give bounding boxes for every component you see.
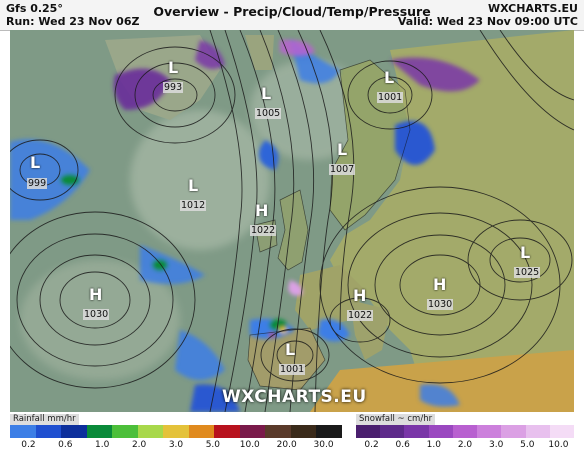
- snow-tick-label: 3.0: [488, 440, 504, 450]
- low-pressure-symbol: L: [261, 84, 272, 103]
- run-label: Run: Wed 23 Nov 06Z: [6, 15, 140, 28]
- low-pressure-symbol: L: [168, 58, 179, 77]
- snow-color-scale: [356, 425, 574, 438]
- low-pressure-symbol: L: [285, 340, 296, 359]
- rain-tick-label: 3.0: [168, 440, 184, 450]
- pressure-value: 1030: [427, 299, 454, 310]
- low-pressure-symbol: L: [520, 243, 531, 262]
- snow-tick-labels: 0.2 0.6 1.0 2.0 3.0 5.0 10.0: [356, 440, 574, 451]
- run-info: Gfs 0.25° Run: Wed 23 Nov 06Z: [6, 2, 139, 28]
- snow-tick-label: 0.6: [395, 440, 410, 450]
- rain-tick-label: 20.0: [276, 440, 297, 450]
- snow-swatch: [380, 425, 405, 438]
- rain-tick-label: 2.0: [131, 440, 147, 450]
- high-pressure-symbol: H: [89, 285, 103, 304]
- rain-swatch: [316, 425, 342, 438]
- rain-tick-labels: 0.2 0.6 1.0 2.0 3.0 5.0 10.0 20.0 30.0: [10, 440, 342, 451]
- high-pressure-symbol: H: [433, 275, 447, 294]
- snow-swatch: [501, 425, 526, 438]
- high-pressure-symbol: H: [353, 286, 367, 305]
- rain-tick-label: 0.6: [58, 440, 73, 450]
- chart-header: Gfs 0.25° Run: Wed 23 Nov 06Z Overview -…: [0, 0, 584, 31]
- rain-swatch: [265, 425, 291, 438]
- snow-swatch: [428, 425, 453, 438]
- rain-color-scale: [10, 425, 342, 438]
- brand-label: WXCHARTS.EU: [487, 2, 578, 15]
- pressure-value: 1025: [514, 267, 541, 278]
- coastlines: [247, 59, 411, 391]
- snow-legend-title: Snowfall ~ cm/hr: [356, 414, 436, 425]
- low-pressure-symbol: L: [30, 153, 41, 172]
- snow-swatch: [525, 425, 550, 438]
- snow-swatch: [404, 425, 429, 438]
- snow-tick-label: 5.0: [520, 440, 535, 450]
- high-pressure-symbol: H: [255, 201, 269, 220]
- rain-tick-label: 1.0: [95, 440, 110, 450]
- precipitation: [10, 40, 460, 412]
- rain-tick-label: 10.0: [239, 440, 260, 450]
- pressure-value: 999: [27, 178, 48, 189]
- watermark: WXCHARTS.EU: [222, 387, 367, 407]
- snow-tick-label: 1.0: [426, 440, 442, 450]
- rain-swatch: [188, 425, 215, 438]
- rain-tick-label: 5.0: [205, 440, 221, 450]
- rain-swatch: [214, 425, 240, 438]
- pressure-value: 1007: [329, 164, 356, 175]
- snow-swatch: [452, 425, 478, 438]
- rain-swatch: [112, 425, 138, 438]
- low-pressure-symbol: L: [384, 68, 395, 87]
- chart-title: Overview - Precip/Cloud/Temp/Pressure: [153, 4, 431, 19]
- rain-tick-label: 30.0: [313, 440, 334, 450]
- snow-tick-label: 2.0: [457, 440, 473, 450]
- rain-swatch: [137, 425, 164, 438]
- rain-swatch: [86, 425, 113, 438]
- low-pressure-symbol: L: [188, 176, 199, 195]
- legend: Rainfall mm/hr 0.2 0.6 1.0 2.0 3.0 5.0 10.0 20.…: [0, 412, 584, 451]
- snow-swatch: [356, 425, 381, 438]
- pressure-value: 1012: [180, 200, 207, 211]
- pressure-value: 993: [163, 82, 184, 93]
- pressure-value: 1001: [377, 92, 404, 103]
- rain-swatch: [61, 425, 87, 438]
- valid-label: Valid: Wed 23 Nov 09:00 UTC: [397, 15, 578, 28]
- valid-info: WXCHARTS.EU Valid: Wed 23 Nov 09:00 UTC: [398, 2, 578, 28]
- snow-tick-label: 0.2: [364, 440, 379, 450]
- rain-swatch: [35, 425, 62, 438]
- rain-swatch: [239, 425, 266, 438]
- rain-legend-title: Rainfall mm/hr: [10, 414, 79, 425]
- rain-tick-label: 0.2: [21, 440, 36, 450]
- weather-map: L 993 L 1005 L 1001 L 999 L 1007 L 1012 …: [10, 30, 574, 412]
- snow-swatch: [477, 425, 502, 438]
- snow-tick-label: 10.0: [548, 440, 569, 450]
- pressure-value: 1022: [250, 225, 277, 236]
- model-label: Gfs 0.25°: [6, 2, 63, 15]
- rain-swatch: [163, 425, 189, 438]
- snow-swatch: [549, 425, 574, 438]
- pressure-value: 1005: [255, 108, 282, 119]
- rain-swatch: [290, 425, 317, 438]
- low-pressure-symbol: L: [337, 140, 348, 159]
- pressure-value: 1030: [83, 309, 110, 320]
- map-canvas: [10, 30, 574, 412]
- pressure-value: 1022: [347, 310, 374, 321]
- pressure-value: 1001: [279, 364, 306, 375]
- rain-swatch: [10, 425, 36, 438]
- isobars: [10, 30, 574, 412]
